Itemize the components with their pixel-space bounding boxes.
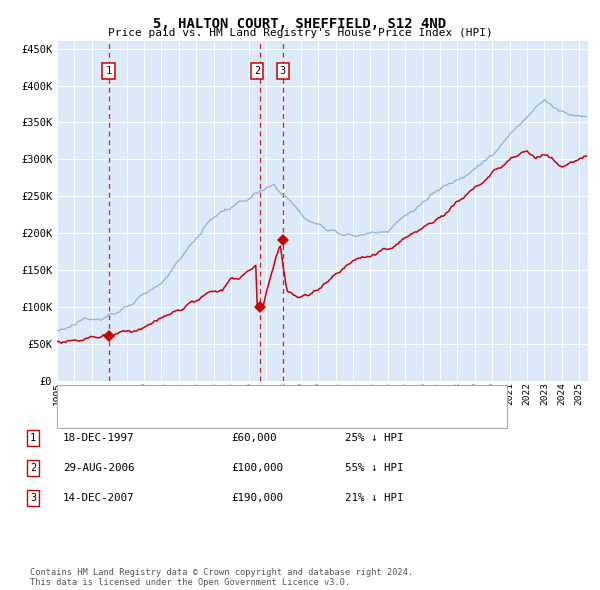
Text: 1: 1: [30, 433, 36, 442]
Text: Contains HM Land Registry data © Crown copyright and database right 2024.
This d: Contains HM Land Registry data © Crown c…: [30, 568, 413, 587]
Text: 1: 1: [106, 66, 112, 76]
Text: 5, HALTON COURT, SHEFFIELD, S12 4ND (detached house): 5, HALTON COURT, SHEFFIELD, S12 4ND (det…: [96, 392, 408, 402]
Text: £100,000: £100,000: [231, 463, 283, 473]
Text: 2: 2: [254, 66, 260, 76]
Text: HPI: Average price, detached house, Sheffield: HPI: Average price, detached house, Shef…: [96, 412, 366, 422]
Text: 25% ↓ HPI: 25% ↓ HPI: [345, 433, 404, 442]
Text: Price paid vs. HM Land Registry's House Price Index (HPI): Price paid vs. HM Land Registry's House …: [107, 28, 493, 38]
Text: 3: 3: [280, 66, 286, 76]
Text: 55% ↓ HPI: 55% ↓ HPI: [345, 463, 404, 473]
Text: ────: ────: [66, 411, 96, 424]
Text: 14-DEC-2007: 14-DEC-2007: [63, 493, 134, 503]
Text: 5, HALTON COURT, SHEFFIELD, S12 4ND: 5, HALTON COURT, SHEFFIELD, S12 4ND: [154, 17, 446, 31]
Text: 29-AUG-2006: 29-AUG-2006: [63, 463, 134, 473]
Text: 21% ↓ HPI: 21% ↓ HPI: [345, 493, 404, 503]
Text: 3: 3: [30, 493, 36, 503]
Text: ────: ────: [66, 391, 96, 404]
Text: £190,000: £190,000: [231, 493, 283, 503]
Text: £60,000: £60,000: [231, 433, 277, 442]
Text: 18-DEC-1997: 18-DEC-1997: [63, 433, 134, 442]
Text: 2: 2: [30, 463, 36, 473]
